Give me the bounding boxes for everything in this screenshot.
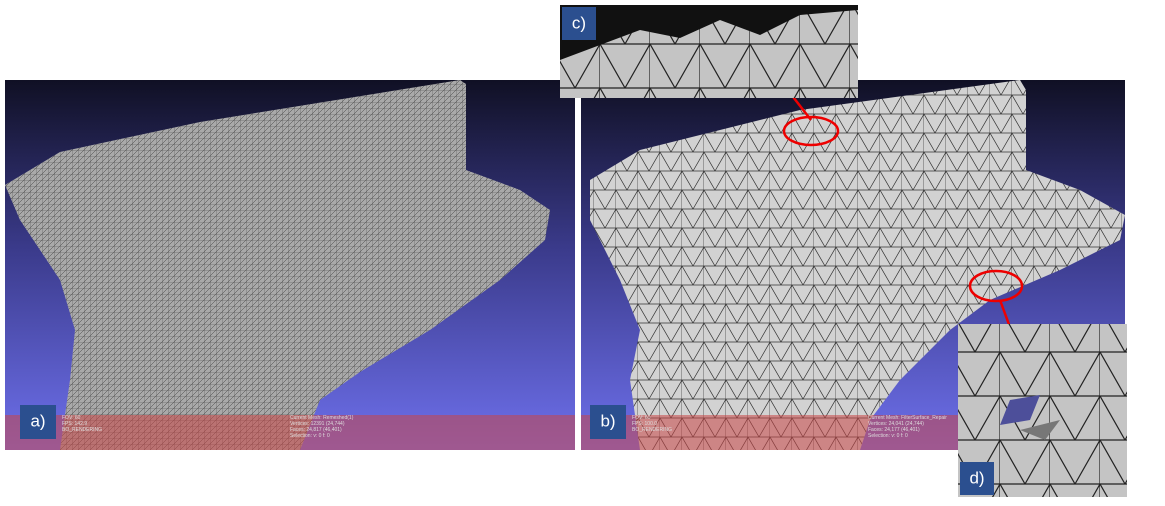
panel-label: b) xyxy=(600,411,615,430)
label-box xyxy=(590,405,626,439)
overlay-info: Faces: 24,177 (46,401) xyxy=(868,427,920,433)
overlay-info: FOV: 60 xyxy=(632,415,651,421)
overlay-info: Current Mesh: FilterSurface_Repair xyxy=(868,415,947,421)
overlay-info: FOV: 60 xyxy=(62,415,81,421)
label-box xyxy=(20,405,56,439)
overlay-info: Faces: 24,817 (46,401) xyxy=(290,427,342,433)
overlay-info: FPS: 100.0 xyxy=(632,421,657,427)
inset-label: d) xyxy=(969,468,984,487)
label-box xyxy=(960,462,994,495)
inset-c xyxy=(560,5,858,98)
label-box xyxy=(562,7,596,40)
overlay-info: Vertices: 12391 (24,744) xyxy=(290,421,345,427)
overlay-info: Vertices: 24,041 (24,744) xyxy=(868,421,924,427)
panel-a xyxy=(5,80,575,450)
overlay-info: BO_RENDERING xyxy=(632,427,672,433)
inset-label: c) xyxy=(572,13,586,32)
overlay-info: Selection: v: 0 f: 0 xyxy=(290,433,330,439)
overlay-info: BO_RENDERING xyxy=(62,427,102,433)
overlay-info: Current Mesh: Remeshed(1) xyxy=(290,415,354,421)
panel-label: a) xyxy=(30,411,45,430)
overlay-info: FPS: 142.9 xyxy=(62,421,87,427)
overlay-info: Selection: v: 0 f: 0 xyxy=(868,433,908,439)
